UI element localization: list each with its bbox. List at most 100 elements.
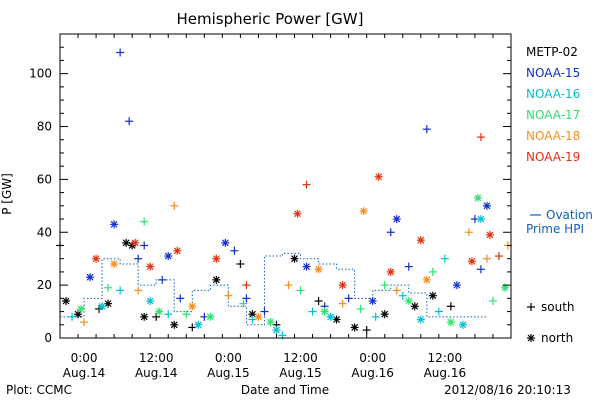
data-point-noaa-18 [464, 228, 473, 237]
x-tick-label-time: 12:00 [283, 351, 318, 365]
marker-stroke [459, 321, 467, 329]
data-point-noaa-19 [476, 133, 485, 142]
marker-stroke [170, 321, 178, 329]
marker-stroke [387, 268, 395, 276]
data-point-metp-02 [104, 299, 113, 308]
marker-stroke [104, 300, 112, 308]
series-noaa-15 [86, 48, 491, 321]
marker-stroke [453, 281, 461, 289]
data-point-noaa-19 [293, 209, 302, 218]
marker-stroke [303, 263, 310, 271]
y-tick-label: 60 [37, 172, 52, 186]
data-point-noaa-19 [386, 267, 395, 276]
data-point-noaa-15 [110, 220, 119, 229]
y-tick-label: 20 [37, 278, 52, 292]
data-point-noaa-16 [416, 315, 425, 324]
data-point-metp-02 [140, 312, 149, 321]
marker-stroke [267, 318, 274, 326]
x-tick-label-date: Aug.14 [135, 366, 178, 380]
marker-stroke [173, 247, 181, 255]
marker-stroke [474, 194, 482, 202]
x-axis-label: Date and Time [241, 383, 329, 397]
data-point-noaa-18 [110, 259, 119, 268]
marker-stroke [110, 220, 118, 228]
data-point-noaa-15 [176, 294, 185, 303]
data-point-noaa-15 [260, 307, 269, 316]
data-point-noaa-19 [146, 262, 155, 271]
marker-stroke [294, 210, 301, 218]
x-axis: 0:00Aug.1412:00Aug.140:00Aug.1512:00Aug.… [59, 34, 512, 380]
data-point-noaa-17 [428, 267, 437, 276]
y-tick-label: 80 [37, 120, 52, 134]
data-point-noaa-16 [434, 307, 443, 316]
marker-stroke [212, 255, 220, 263]
marker-stroke [417, 236, 425, 244]
data-point-noaa-17 [239, 299, 248, 308]
x-tick-label-date: Aug.15 [279, 366, 322, 380]
legend-entry-noaa-18: NOAA-18 [526, 129, 580, 143]
marker-stroke [369, 297, 377, 305]
y-tick-label: 40 [37, 225, 52, 239]
data-point-noaa-15 [368, 296, 377, 305]
data-point-noaa-17 [266, 318, 275, 327]
data-point-noaa-15 [164, 252, 173, 261]
marker-stroke [146, 263, 154, 271]
marker-stroke [339, 281, 347, 289]
data-point-noaa-18 [80, 318, 89, 327]
data-point-noaa-18 [422, 275, 431, 284]
y-tick-label: 0 [44, 331, 52, 345]
plot-area [56, 48, 512, 340]
legend: METP-02 NOAA-15 NOAA-16 NOAA-17 NOAA-18 NOAA-… [526, 45, 593, 345]
data-point-noaa-19 [467, 257, 476, 266]
y-tick-label: 100 [29, 67, 52, 81]
data-point-noaa-15 [230, 246, 239, 255]
marker-stroke [405, 297, 413, 305]
x-tick-label-time: 0:00 [359, 351, 386, 365]
legend-ovation-label-line2: Prime HPI [526, 222, 584, 236]
data-point-noaa-16 [146, 296, 155, 305]
marker-stroke [393, 215, 401, 223]
x-tick-label-time: 12:00 [139, 351, 174, 365]
data-point-noaa-17 [104, 283, 113, 292]
marker-stroke [423, 276, 431, 284]
data-point-noaa-18 [314, 265, 323, 274]
data-point-noaa-15 [134, 254, 143, 263]
data-point-metp-02 [212, 275, 221, 284]
marker-stroke [146, 297, 154, 305]
data-point-noaa-15 [242, 294, 251, 303]
legend-star-marker [527, 334, 535, 342]
marker-stroke [429, 292, 437, 300]
marker-stroke [74, 310, 82, 318]
marker-stroke [375, 173, 383, 181]
legend-north-label: north [541, 331, 573, 345]
x-tick-label-date: Aug.14 [63, 366, 106, 380]
marker-stroke [273, 326, 280, 334]
marker-stroke [315, 265, 322, 273]
x-tick-label-time: 12:00 [428, 351, 463, 365]
y-axis: 0 20 40 60 80 100 [29, 46, 511, 345]
data-point-noaa-15 [422, 125, 431, 134]
data-point-noaa-17 [206, 312, 215, 321]
data-point-noaa-15 [125, 117, 134, 126]
data-point-noaa-19 [242, 281, 251, 290]
marker-stroke [291, 255, 298, 263]
x-tick-label-time: 0:00 [71, 351, 98, 365]
marker-stroke [194, 321, 202, 329]
data-point-noaa-16 [308, 307, 317, 316]
data-point-noaa-19 [416, 236, 425, 245]
data-point-noaa-18 [224, 291, 233, 300]
data-point-noaa-17 [155, 307, 164, 316]
data-point-metp-02 [380, 310, 389, 319]
legend-entry-noaa-17: NOAA-17 [526, 108, 580, 122]
data-point-noaa-19 [485, 230, 494, 239]
data-point-noaa-18 [338, 299, 347, 308]
legend-south-label: south [541, 300, 575, 314]
plot-timestamp: 2012/08/16 20:10:13 [444, 383, 571, 397]
x-tick-label-date: Aug.16 [351, 366, 394, 380]
data-point-noaa-17 [296, 286, 305, 295]
marker-stroke [321, 308, 329, 315]
marker-stroke [501, 284, 509, 292]
data-point-noaa-15 [344, 294, 353, 303]
marker-stroke [110, 260, 118, 268]
marker-stroke [381, 310, 389, 318]
